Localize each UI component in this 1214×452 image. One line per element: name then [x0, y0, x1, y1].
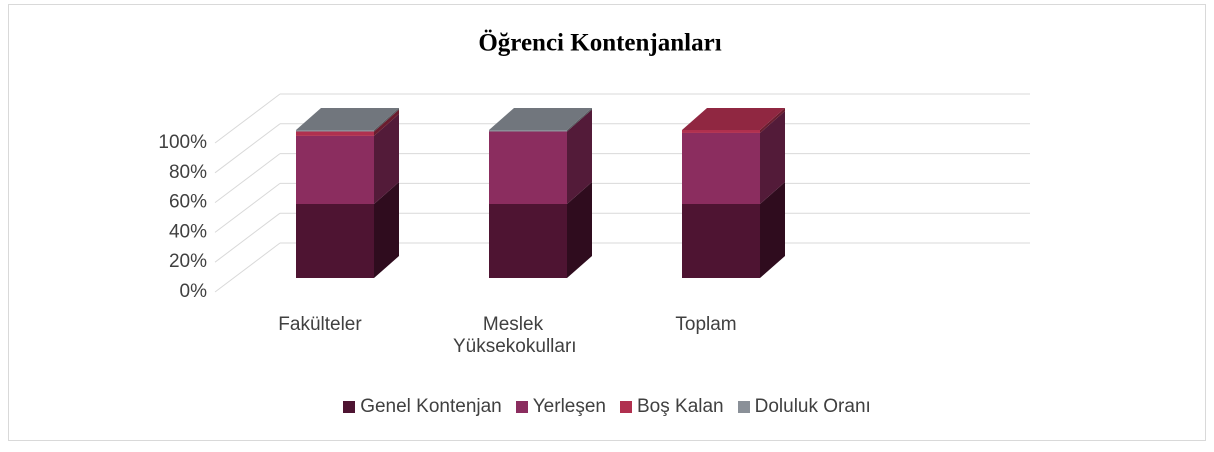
legend-label: Yerleşen [532, 396, 606, 417]
chart-title: Öğrenci Kontenjanları [478, 30, 721, 57]
y-tick-label: 60% [169, 192, 207, 213]
bar-segment [489, 130, 567, 132]
y-tick-label: 100% [158, 132, 207, 153]
legend-swatch [620, 401, 632, 413]
legend: Genel Kontenjan Yerleşen Boş Kalan Doluluk … [0, 396, 1214, 418]
bar-segment-side [567, 109, 592, 204]
legend-label: Boş Kalan [637, 396, 724, 417]
y-tick-label: 20% [169, 251, 207, 272]
bar-segment [489, 131, 567, 204]
bar-segment-side [374, 109, 399, 136]
legend-item: Boş Kalan [620, 396, 724, 418]
bar-segment [682, 204, 760, 278]
bar-top [682, 108, 785, 130]
bar-segment [296, 204, 374, 278]
bar-segment [682, 130, 760, 133]
bar-segment [682, 132, 760, 204]
bar-top [296, 108, 399, 130]
bar-segment-side [567, 182, 592, 278]
grid-line [214, 93, 281, 144]
bar-segment-side [760, 108, 785, 133]
bar-segment [489, 204, 567, 278]
legend-swatch [343, 401, 356, 413]
bar-segment-side [374, 108, 399, 132]
bar-segment [296, 131, 374, 136]
bar-segment [296, 130, 374, 132]
grid-line [214, 123, 281, 174]
legend-label: Doluluk Oranı [754, 396, 871, 417]
bar-segment-side [760, 110, 785, 204]
bar-segment-side [374, 182, 399, 278]
legend-item: Genel Kontenjan [343, 396, 502, 418]
grid-line [214, 153, 281, 203]
chart-frame [8, 4, 1206, 441]
legend-item: Yerleşen [515, 396, 606, 418]
grid-line [214, 212, 281, 263]
legend-swatch [515, 401, 528, 413]
grid-line [214, 183, 281, 233]
x-tick-label: Toplam [675, 314, 737, 335]
y-tick-label: 40% [169, 221, 207, 242]
y-tick-label: 0% [180, 281, 208, 302]
legend-swatch [737, 401, 750, 413]
bar-segment-side [567, 108, 592, 132]
bar-segment-side [374, 113, 399, 204]
bar-segment-side [760, 182, 785, 278]
x-tick-label: Meslek Yüksekokulları [453, 314, 577, 357]
legend-label: Genel Kontenjan [360, 396, 502, 417]
bar-top [489, 108, 592, 130]
y-tick-label: 80% [169, 162, 207, 183]
x-tick-label: Fakülteler [278, 314, 362, 335]
legend-item: Doluluk Oranı [737, 396, 871, 418]
bar-segment [296, 135, 374, 204]
grid-line [214, 242, 281, 293]
